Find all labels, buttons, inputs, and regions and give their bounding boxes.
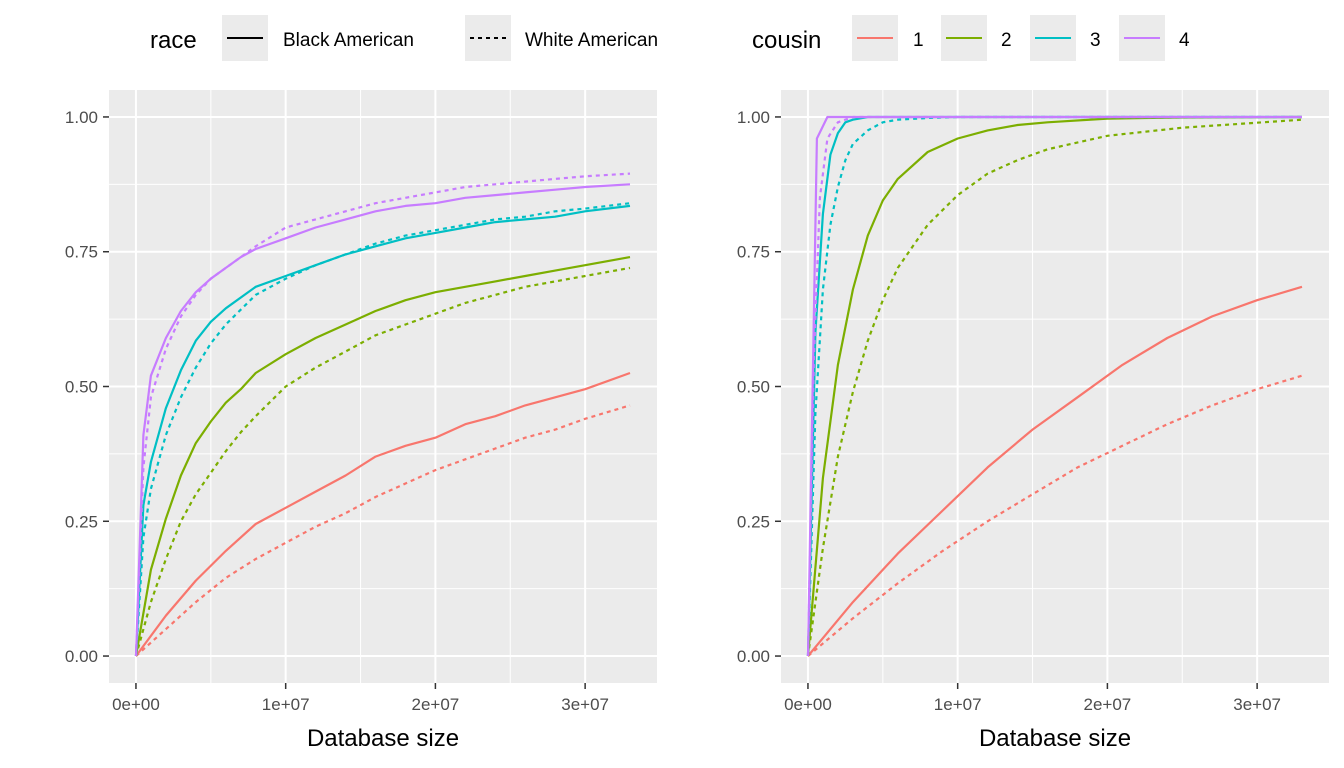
right-panel-grid — [781, 90, 1329, 683]
left-panel-axes: 0.00 0.25 0.50 0.75 1.00 0e+00 1e+07 2e+07 3e+07 — [65, 108, 609, 714]
right-y-tick-label: 0.00 — [737, 647, 770, 666]
left-line-cousin-1-black-american — [135, 371, 631, 657]
left-line-cousin-4-black-american — [134, 183, 631, 657]
right-line-cousin-1-white-american — [807, 374, 1303, 657]
left-y-tick-label: 0.25 — [65, 512, 98, 531]
left-panel-grid — [109, 90, 657, 683]
left-x-tick-label: 3e+07 — [561, 695, 609, 714]
right-x-tick-label: 0e+00 — [784, 695, 832, 714]
legend-title-race: race — [150, 27, 197, 54]
right-line-cousin-4-black-american — [806, 115, 1302, 657]
right-y-tick-label: 0.50 — [737, 378, 770, 397]
right-panel-series — [806, 115, 1303, 657]
left-y-tick-label: 0.50 — [65, 378, 98, 397]
legend-label-cousin-2: 2 — [1001, 30, 1012, 51]
left-y-tick-label: 0.00 — [65, 647, 98, 666]
right-panel-axes: 0.00 0.25 0.50 0.75 1.00 0e+00 1e+07 2e+07 3e+07 — [737, 108, 1281, 714]
left-panel-series — [134, 172, 631, 657]
right-line-cousin-4-white-american — [806, 115, 1302, 657]
right-x-tick-label: 3e+07 — [1233, 695, 1281, 714]
right-y-tick-label: 0.75 — [737, 243, 770, 262]
right-line-cousin-1-black-american — [807, 285, 1303, 657]
right-line-cousin-2-black-american — [806, 115, 1303, 657]
left-line-cousin-3-white-american — [134, 202, 631, 657]
right-x-axis-title: Database size — [979, 725, 1131, 752]
legend-label-white-american: White American — [525, 30, 658, 51]
legend-label-cousin-4: 4 — [1179, 30, 1190, 51]
left-x-tick-label: 1e+07 — [262, 695, 310, 714]
right-x-tick-label: 1e+07 — [934, 695, 982, 714]
left-panel: 0.00 0.25 0.50 0.75 1.00 0e+00 1e+07 2e+07 3e+07… — [65, 90, 657, 752]
left-line-cousin-2-white-american — [134, 266, 631, 657]
right-y-tick-label: 1.00 — [737, 108, 770, 127]
left-y-tick-label: 0.75 — [65, 243, 98, 262]
left-line-cousin-4-white-american — [134, 172, 631, 657]
left-x-axis-title: Database size — [307, 725, 459, 752]
left-y-tick-label: 1.00 — [65, 108, 98, 127]
legend-label-cousin-3: 3 — [1090, 30, 1101, 51]
right-panel: 0.00 0.25 0.50 0.75 1.00 0e+00 1e+07 2e+07 3e+07… — [737, 90, 1329, 752]
left-line-cousin-1-white-american — [135, 404, 631, 657]
legend-title-cousin: cousin — [752, 27, 821, 54]
right-y-tick-label: 0.25 — [737, 512, 770, 531]
left-x-tick-label: 2e+07 — [412, 695, 460, 714]
legend-label-black-american: Black American — [283, 30, 414, 51]
right-x-tick-label: 2e+07 — [1084, 695, 1132, 714]
left-x-tick-label: 0e+00 — [112, 695, 160, 714]
legend: race Black American White American cousi… — [150, 15, 1190, 61]
legend-label-cousin-1: 1 — [913, 30, 924, 51]
left-line-cousin-2-black-american — [134, 256, 631, 657]
